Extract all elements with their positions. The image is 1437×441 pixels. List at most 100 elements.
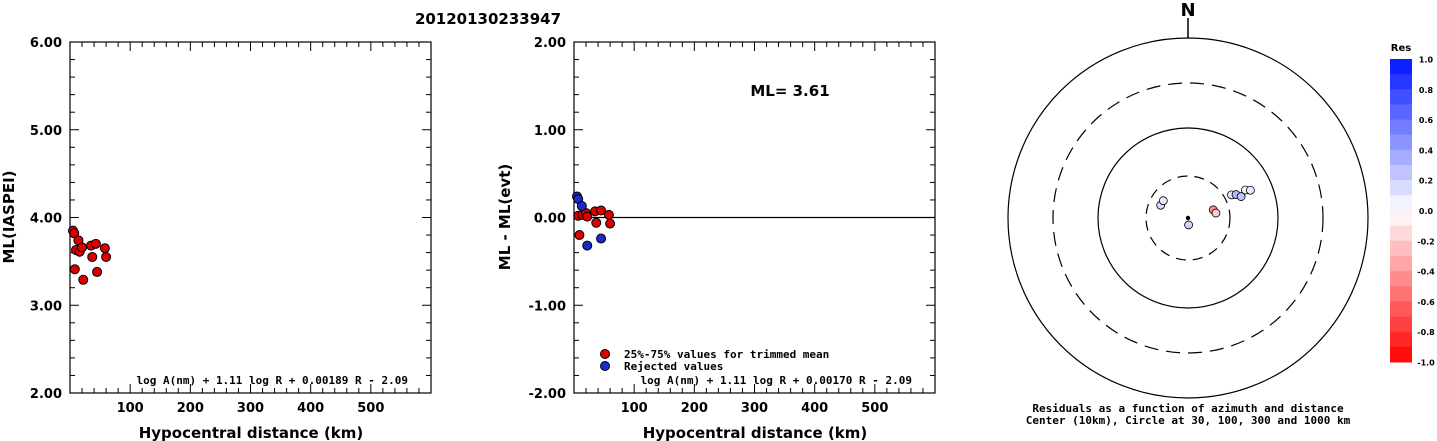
ring-100km [1097, 127, 1279, 309]
y-tick-label: 5.00 [30, 124, 62, 139]
residual-colorbar: Res 1.0 0.8 0.6 0.4 0.2 0.0 -0.2 -0.4 -0.6 -0.8 -1… [1390, 43, 1435, 368]
colorbar-tick-label: -0.6 [1417, 298, 1435, 307]
colorbar-cell [1390, 104, 1412, 121]
station-marker [1184, 220, 1194, 230]
station-marker [1236, 192, 1246, 201]
data-point [101, 251, 112, 262]
trimmed-point [605, 218, 616, 229]
y-tick-labels: -2.00 -1.00 0.00 1.00 2.00 [529, 36, 566, 402]
y-tick-label: 1.00 [534, 124, 566, 139]
axis-ticks [573, 41, 936, 394]
y-tick-label: 4.00 [30, 212, 62, 227]
x-tick-label: 300 [237, 401, 264, 416]
colorbar-cell [1390, 210, 1412, 227]
rejected-point [596, 233, 607, 244]
ring-1000km [1007, 37, 1369, 399]
data-point [90, 238, 101, 249]
x-tick-label: 200 [177, 401, 204, 416]
data-point [92, 266, 103, 277]
colorbar-cell [1390, 180, 1412, 196]
azimuth-residual-panel: N Residuals as a function of azimuth and… [1007, 0, 1369, 427]
ring-300km [1052, 82, 1324, 354]
north-label: N [1180, 0, 1195, 21]
colorbar-tick-label: 0.6 [1419, 116, 1434, 125]
trimmed-point [591, 217, 602, 228]
colorbar-cells [1390, 59, 1412, 363]
legend-label-trimmed: 25%-75% values for trimmed mean [624, 348, 829, 361]
ml-vs-distance-panel: 2.00 3.00 4.00 5.00 6.00 100 200 300 400 500 Hyp… [0, 36, 432, 441]
epicenter-marker [1185, 215, 1191, 221]
colorbar-cell [1390, 149, 1412, 166]
colorbar-tick-label: -0.4 [1417, 268, 1435, 277]
colorbar-tick-label: 1.0 [1419, 56, 1434, 65]
x-tick-label: 500 [861, 401, 888, 416]
ring-30km [1145, 175, 1231, 261]
colorbar-cell [1390, 195, 1412, 211]
rejected-point [582, 240, 593, 251]
colorbar-tick-labels: 1.0 0.8 0.6 0.4 0.2 0.0 -0.2 -0.4 -0.6 -0.8 -1.0 [1417, 56, 1435, 368]
data-point [77, 242, 88, 253]
colorbar-cell [1390, 59, 1412, 75]
colorbar-cell [1390, 134, 1412, 151]
axis-ticks [69, 41, 432, 394]
trimmed-point [603, 209, 614, 220]
data-point [78, 274, 89, 285]
trimmed-point [582, 211, 593, 222]
colorbar-cell [1390, 165, 1412, 181]
plot-frame [69, 41, 432, 394]
x-tick-labels: 100 200 300 400 500 [117, 401, 385, 416]
x-tick-label: 500 [357, 401, 384, 416]
formula-label: log A(nm) + 1.11 log R + 0.00189 R - 2.0… [136, 374, 408, 387]
station-marker [1211, 208, 1221, 218]
legend-marker-rejected [600, 361, 610, 371]
y-tick-labels: 2.00 3.00 4.00 5.00 6.00 [30, 36, 62, 402]
colorbar-tick-label: -1.0 [1417, 359, 1435, 368]
colorbar-cell [1390, 225, 1412, 242]
colorbar-cell [1390, 301, 1412, 318]
ml-annotation: ML= 3.61 [750, 82, 829, 100]
caption-line-2: Center (10km), Circle at 30, 100, 300 an… [1026, 414, 1351, 427]
y-tick-label: 3.00 [30, 299, 62, 314]
station-marker [1245, 185, 1255, 195]
colorbar-cell [1390, 316, 1412, 333]
data-point [69, 264, 80, 275]
y-tick-label: 0.00 [534, 212, 566, 227]
residual-vs-distance-panel: -2.00 -1.00 0.00 1.00 2.00 100 200 300 400 500 M… [496, 36, 936, 441]
data-point [87, 251, 98, 262]
x-tick-label: 300 [741, 401, 768, 416]
y-tick-label: 6.00 [30, 36, 62, 51]
colorbar-tick-label: -0.8 [1417, 328, 1435, 337]
caption-line-1: Residuals as a function of azimuth and d… [1032, 402, 1344, 415]
colorbar-title: Res [1391, 43, 1411, 54]
x-axis-label: Hypocentral distance (km) [139, 424, 364, 441]
x-tick-label: 100 [621, 401, 648, 416]
formula-label: log A(nm) + 1.11 log R + 0.00170 R - 2.0… [640, 374, 912, 387]
colorbar-cell [1390, 286, 1412, 302]
legend-label-rejected: Rejected values [624, 360, 723, 373]
y-axis-label: ML(IASPEI) [0, 170, 18, 263]
x-tick-labels: 100 200 300 400 500 [621, 401, 889, 416]
y-tick-label: 2.00 [30, 387, 62, 402]
rejected-point [576, 201, 587, 212]
x-tick-label: 100 [117, 401, 144, 416]
colorbar-tick-label: 0.0 [1419, 207, 1434, 216]
colorbar-cell [1390, 89, 1412, 105]
x-tick-label: 400 [297, 401, 324, 416]
colorbar-tick-label: 0.2 [1419, 177, 1433, 186]
data-points [68, 225, 112, 285]
data-points [572, 191, 616, 251]
figure-title: 20120130233947 [415, 10, 561, 28]
x-tick-label: 400 [801, 401, 828, 416]
x-axis-label: Hypocentral distance (km) [643, 424, 868, 441]
station-marker [1158, 196, 1168, 206]
colorbar-cell [1390, 271, 1412, 287]
colorbar-cell [1390, 346, 1412, 363]
legend-marker-trimmed [600, 349, 610, 359]
colorbar-cell [1390, 74, 1412, 90]
y-tick-label: 2.00 [534, 36, 566, 51]
trimmed-point [596, 205, 607, 216]
y-tick-label: -1.00 [529, 299, 566, 314]
y-axis-label: ML - ML(evt) [496, 164, 514, 270]
colorbar-cell [1390, 240, 1412, 257]
